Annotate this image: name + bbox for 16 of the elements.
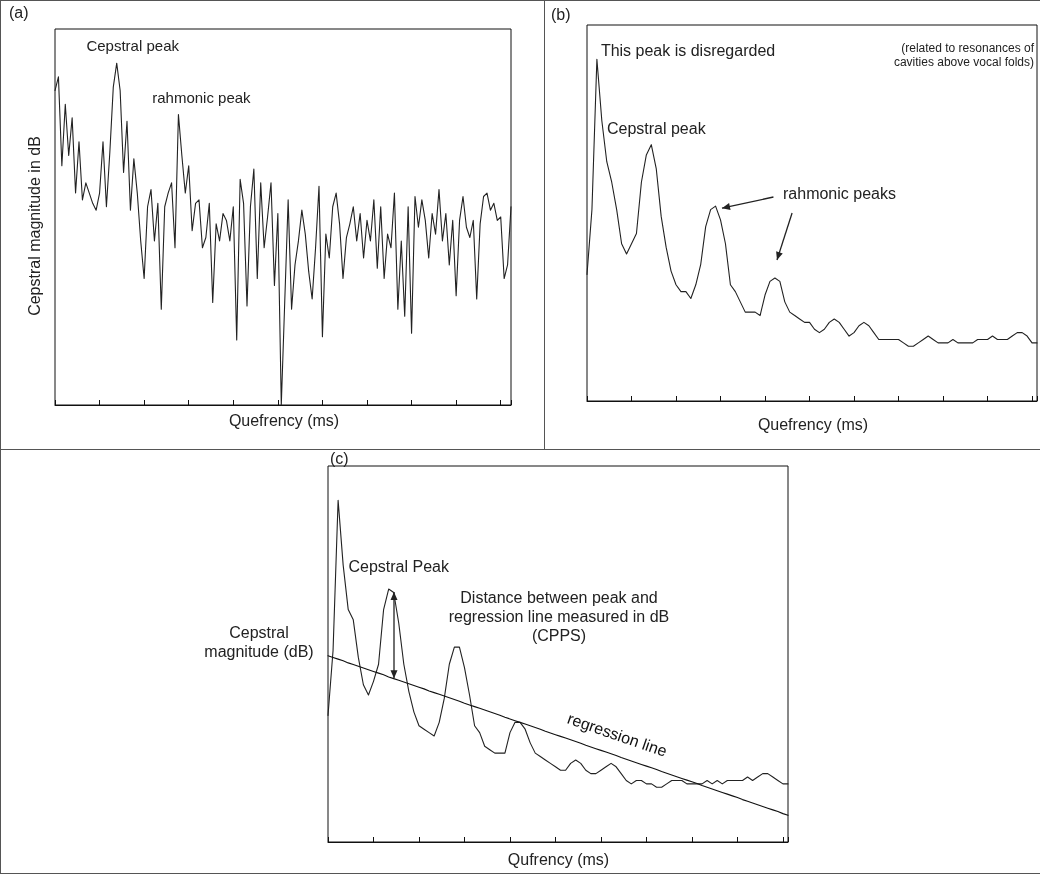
annotation: This peak is disregarded bbox=[600, 41, 776, 61]
annotation: Distance between peak and regression line measured in dB (CPPS) bbox=[447, 588, 671, 646]
x-axis-title: Quefrency (ms) bbox=[757, 415, 869, 435]
chart-title: (b) bbox=[551, 5, 571, 25]
annotation: (related to resonances of cavities above vocal folds) bbox=[892, 41, 1034, 70]
annotation: rahmonic peak bbox=[152, 89, 251, 108]
y-axis-title: Cepstral magnitude in dB bbox=[25, 136, 45, 316]
annotation: Cepstral Peak bbox=[348, 557, 449, 577]
y-axis-title: Cepstral magnitude (dB) bbox=[203, 622, 315, 662]
annotation: Cepstral peak bbox=[606, 118, 706, 138]
x-axis-title: Quefrency (ms) bbox=[228, 411, 340, 431]
x-axis-title: Qufrency (ms) bbox=[507, 850, 610, 870]
chart-title: (c) bbox=[330, 449, 349, 469]
text: Cepstral peak bbox=[86, 37, 179, 56]
annotation: rahmonic peaks bbox=[783, 184, 896, 204]
chart-title: (a) bbox=[9, 3, 29, 23]
